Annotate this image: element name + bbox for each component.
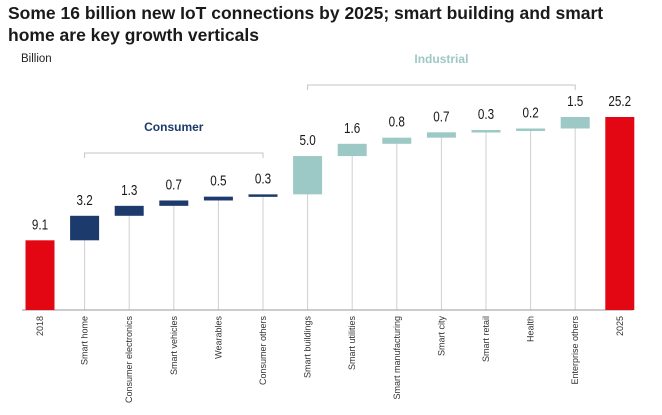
- category-label: Smart vehicles: [169, 316, 179, 376]
- value-label: 0.8: [389, 113, 405, 130]
- bar-smart-home: [70, 215, 100, 241]
- value-label: 25.2: [608, 93, 631, 110]
- value-label: 3.2: [76, 191, 92, 208]
- bar-smart-buildings: [293, 156, 323, 195]
- category-label: Consumer electronics: [124, 316, 134, 404]
- value-label: 1.3: [121, 181, 137, 198]
- value-label: 1.6: [344, 119, 360, 136]
- value-label: 0.7: [433, 108, 449, 125]
- bar-consumer-electronics: [114, 205, 144, 216]
- value-label: 5.0: [299, 132, 315, 149]
- value-label: 0.2: [522, 104, 538, 121]
- bar-health: [516, 128, 546, 131]
- category-label: 2025: [615, 316, 625, 336]
- value-label: 0.7: [166, 176, 182, 193]
- value-label: 0.3: [478, 106, 494, 123]
- category-label: Wearables: [213, 316, 223, 359]
- category-label: Enterprise others: [570, 316, 580, 385]
- category-label: Smart manufacturing: [392, 316, 402, 400]
- industrial-group-label: Industrial: [414, 52, 468, 66]
- bar-consumer-others: [248, 194, 278, 197]
- bar-smart-vehicles: [159, 200, 189, 206]
- consumer-bracket: [84, 152, 264, 158]
- bar-smart-city: [426, 132, 456, 138]
- value-label: 1.5: [567, 93, 583, 110]
- industrial-bracket: [307, 84, 576, 90]
- value-label: 0.5: [210, 172, 226, 189]
- category-label: Health: [526, 316, 536, 342]
- value-label: 9.1: [32, 216, 48, 233]
- value-label: 0.3: [255, 170, 271, 187]
- category-label: Consumer others: [258, 316, 268, 386]
- category-label: Smart city: [436, 316, 446, 357]
- unit-label: Billion: [21, 53, 52, 65]
- bar-enterprise-others: [560, 117, 590, 129]
- bar-smart-retail: [471, 130, 501, 133]
- category-label: Smart home: [80, 316, 90, 365]
- bar-smart-utilities: [337, 143, 367, 157]
- category-label: Smart utilities: [347, 316, 357, 371]
- bar-2025: [605, 117, 635, 310]
- bar-2018: [25, 240, 55, 310]
- bar-wearables: [203, 196, 233, 201]
- category-label: Smart buildings: [303, 316, 313, 379]
- bar-smart-manufacturing: [382, 137, 412, 144]
- consumer-group-label: Consumer: [144, 120, 204, 134]
- category-label: 2018: [35, 316, 45, 336]
- chart-title: Some 16 billion new IoT connections by 2…: [8, 3, 604, 45]
- category-label: Smart retail: [481, 316, 491, 362]
